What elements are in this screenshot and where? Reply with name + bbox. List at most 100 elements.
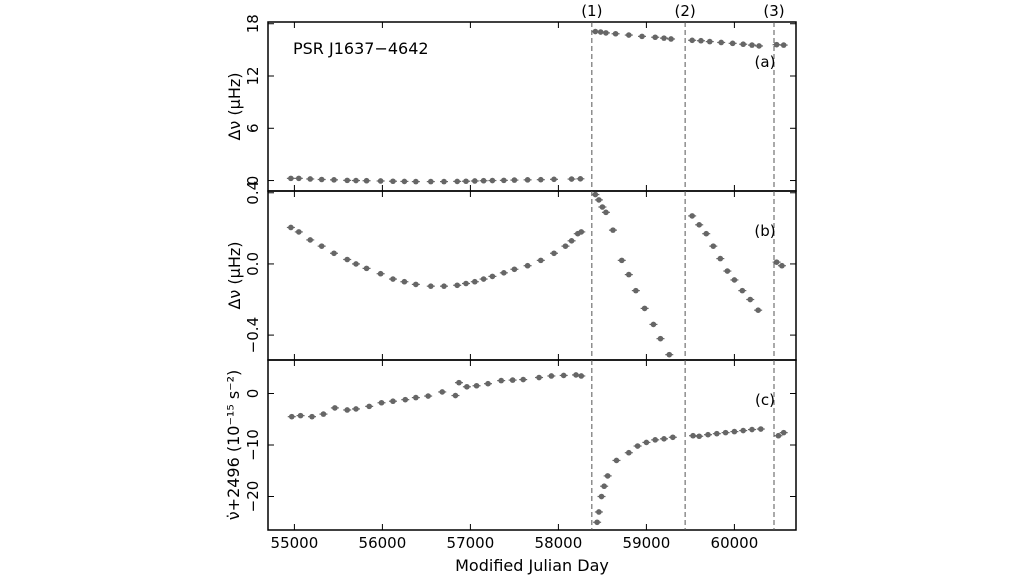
data-point (696, 433, 702, 440)
data-point (296, 229, 302, 235)
data-point (729, 40, 736, 47)
data-point (378, 399, 385, 406)
data-point (520, 376, 526, 383)
data-point (755, 307, 761, 313)
y-axis-title: Δν (μHz) (225, 72, 244, 140)
data-point (353, 177, 359, 184)
data-point (439, 389, 446, 395)
data-point (724, 268, 731, 274)
data-point (599, 204, 606, 210)
data-point (480, 276, 487, 282)
data-point (562, 243, 569, 249)
panel-c: −20 −10 0ν̇+2496 (10⁻¹⁵ s⁻²) (c) (224, 359, 797, 531)
data-point (441, 283, 447, 289)
panel-b: −0.4 0.0 0.4 Δν (μHz) (b) (225, 181, 797, 361)
data-point (463, 178, 469, 185)
data-point (489, 177, 496, 184)
data-point (601, 483, 607, 490)
data-point (775, 432, 782, 439)
y-axis-title: ν̇+2496 (10⁻¹⁵ s⁻²) (224, 370, 243, 521)
data-point (740, 427, 746, 434)
data-point (307, 237, 314, 243)
panel-frame (267, 190, 797, 361)
data-point (652, 34, 658, 41)
data-point (318, 243, 325, 249)
data-point (747, 296, 754, 303)
data-point (402, 396, 409, 403)
panel-tag: (c) (755, 391, 775, 409)
data-point (773, 41, 780, 48)
pulsar-name: PSR J1637−4642 (293, 39, 429, 58)
data-point (425, 393, 431, 399)
y-tick-label: −0.4 (244, 317, 262, 353)
data-point (773, 259, 780, 265)
data-point (718, 39, 724, 46)
data-point (578, 373, 585, 379)
data-point (596, 509, 602, 515)
data-point (568, 176, 575, 182)
data-point (473, 382, 480, 389)
data-point (297, 412, 304, 419)
data-point (597, 29, 604, 35)
data-point (749, 42, 755, 48)
data-point (731, 428, 738, 435)
data-point (377, 270, 384, 277)
data-point (613, 457, 620, 464)
panel-frame (267, 359, 797, 531)
data-point (401, 278, 408, 285)
data-point (634, 443, 641, 449)
panels: 0 6 12 18 Δν (μHz) (a) PSR J1637−4642 −0.4 0.0 0.… (224, 2, 797, 531)
data-point (633, 287, 639, 294)
data-point (551, 250, 557, 257)
data-point (577, 176, 584, 182)
data-point (703, 230, 710, 237)
panel-tag: (b) (754, 222, 775, 240)
data-point (652, 437, 658, 443)
data-point (698, 37, 704, 44)
data-point (456, 379, 462, 386)
data-point (390, 398, 396, 405)
data-point (363, 265, 370, 272)
data-point (705, 431, 711, 438)
data-point (309, 413, 315, 420)
y-tick-label: 0.4 (244, 181, 262, 205)
panel-a: 0 6 12 18 Δν (μHz) (a) PSR J1637−4642 (225, 14, 797, 192)
data-point (390, 178, 396, 185)
data-point (307, 176, 314, 182)
data-point (594, 519, 600, 526)
data-point (332, 405, 338, 411)
data-point (779, 262, 785, 269)
data-point (578, 229, 585, 235)
data-point (689, 213, 695, 219)
data-point (643, 439, 650, 446)
y-tick-label: −20 (244, 481, 262, 513)
y-tick-label: −10 (244, 429, 262, 461)
x-tick-label: 59000 (623, 534, 671, 552)
x-tick-label: 55000 (271, 534, 319, 552)
data-point (524, 177, 531, 183)
data-point (320, 411, 327, 417)
data-point (626, 32, 632, 38)
data-point (509, 377, 516, 383)
data-point (536, 374, 542, 381)
data-point (639, 33, 645, 40)
data-point (618, 257, 625, 264)
data-point (366, 403, 373, 410)
data-point (706, 38, 713, 45)
data-point (758, 426, 764, 432)
data-point (511, 266, 518, 273)
data-point (288, 413, 295, 420)
glitch-label: (1) (581, 2, 602, 20)
data-point (454, 282, 461, 289)
data-point (717, 255, 724, 262)
data-point (710, 243, 717, 249)
data-point (413, 394, 419, 401)
data-point (661, 35, 667, 41)
data-point (524, 262, 531, 269)
data-point (696, 222, 702, 228)
data-point (626, 271, 632, 278)
data-point (428, 283, 434, 289)
data-point (464, 383, 470, 390)
data-point (560, 372, 567, 379)
data-point (568, 238, 575, 244)
